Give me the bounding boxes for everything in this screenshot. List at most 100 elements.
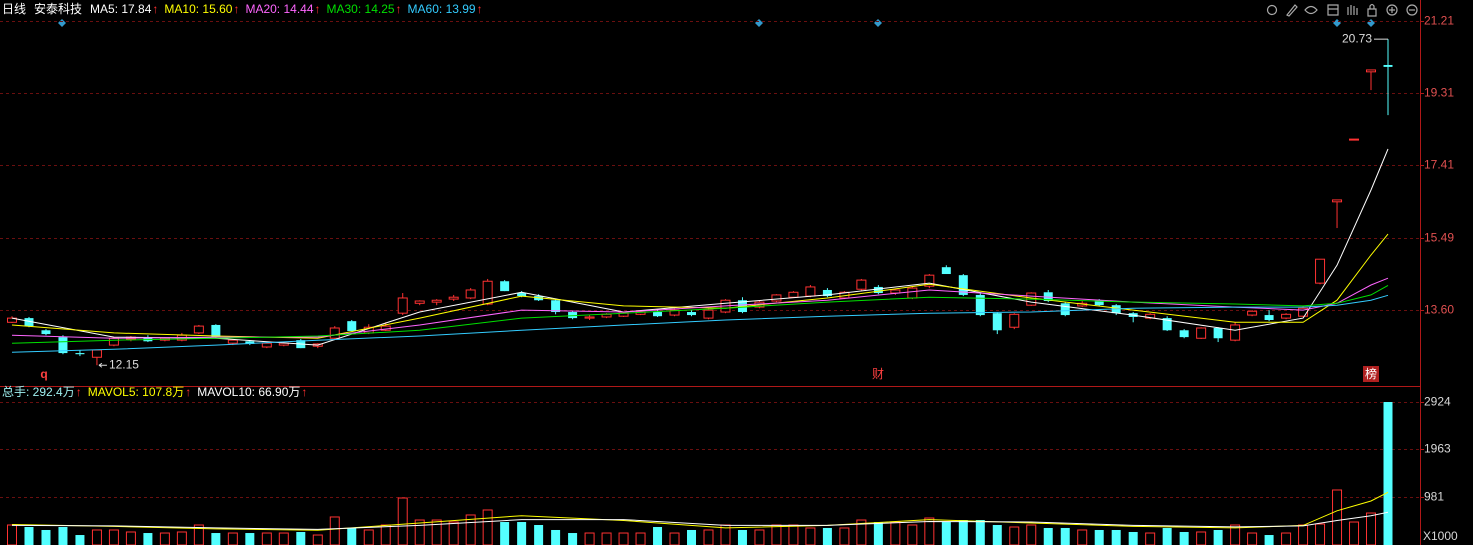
header-text: 安泰科技 bbox=[34, 1, 82, 16]
y-tick-label: 2924 bbox=[1424, 395, 1451, 409]
header-text: MA30: 14.25 bbox=[327, 2, 395, 16]
volume-bar bbox=[1315, 523, 1326, 545]
volume-bar bbox=[1247, 532, 1258, 545]
draw-icon[interactable] bbox=[1286, 4, 1298, 17]
volume-bar bbox=[1332, 489, 1343, 545]
volume-bar bbox=[176, 531, 187, 545]
candle-body bbox=[108, 337, 119, 346]
candle-body bbox=[907, 287, 918, 299]
volume-bar bbox=[465, 514, 476, 545]
volume-bar bbox=[669, 532, 680, 545]
volume-bar bbox=[58, 527, 68, 545]
candle-body bbox=[992, 313, 1002, 331]
candle-body bbox=[1315, 258, 1326, 284]
volume-bar bbox=[687, 529, 697, 545]
window-icon[interactable] bbox=[1327, 4, 1339, 16]
volume-bar bbox=[1009, 526, 1020, 545]
volume-bar bbox=[1094, 529, 1104, 545]
candle-body bbox=[245, 341, 255, 344]
volume-bar bbox=[1196, 531, 1207, 545]
volume-bar bbox=[1026, 524, 1037, 545]
ma-line bbox=[11, 148, 1389, 346]
volume-bar bbox=[635, 532, 646, 545]
volume-bar bbox=[75, 535, 85, 545]
view-icon[interactable] bbox=[1304, 5, 1318, 15]
candle-body bbox=[788, 291, 799, 298]
candle-body bbox=[1060, 303, 1070, 316]
volume-bar bbox=[822, 527, 832, 545]
zoom-out-icon[interactable] bbox=[1406, 4, 1418, 16]
volume-bar bbox=[482, 509, 493, 545]
volume-bar bbox=[227, 532, 238, 545]
zoom-in-icon[interactable] bbox=[1386, 4, 1398, 16]
candle-body bbox=[601, 313, 612, 318]
volume-bar bbox=[1298, 524, 1309, 545]
settings-icon[interactable] bbox=[1266, 4, 1278, 16]
volume-bar bbox=[737, 529, 747, 545]
header-text: ↑ bbox=[76, 385, 82, 399]
volume-bar bbox=[584, 532, 595, 545]
candle-body bbox=[448, 296, 459, 300]
candle-body bbox=[1162, 318, 1172, 331]
candle-body bbox=[551, 300, 561, 313]
volume-bar bbox=[992, 524, 1002, 545]
candle-body bbox=[669, 309, 680, 316]
volume-bar bbox=[805, 527, 816, 545]
y-tick-label: 13.60 bbox=[1424, 303, 1454, 317]
y-tick-label: 17.41 bbox=[1424, 158, 1454, 172]
volume-bar bbox=[347, 527, 357, 545]
candle-body bbox=[1094, 300, 1104, 306]
event-label[interactable]: q bbox=[40, 367, 47, 381]
candle-body bbox=[584, 316, 595, 319]
volume-bar bbox=[24, 527, 34, 545]
header-text: MAVOL10: 66.90万 bbox=[197, 385, 300, 399]
volume-bar bbox=[159, 532, 170, 545]
volume-bar bbox=[1230, 524, 1241, 545]
candle-body bbox=[91, 349, 102, 358]
candle-body bbox=[1332, 199, 1343, 203]
candle-body bbox=[482, 280, 493, 305]
candle-body bbox=[227, 339, 238, 344]
candle-body bbox=[211, 324, 221, 338]
y-tick-label: 15.49 bbox=[1424, 231, 1454, 245]
candle-body bbox=[924, 274, 935, 287]
y-tick-label: 19.31 bbox=[1424, 86, 1454, 100]
volume-bar bbox=[941, 522, 951, 545]
candle-body bbox=[856, 279, 867, 290]
candle-body bbox=[1383, 64, 1393, 67]
candle-body bbox=[24, 318, 34, 327]
candle-body bbox=[414, 300, 425, 304]
candle-body bbox=[1366, 69, 1377, 73]
candle-body bbox=[1213, 327, 1223, 339]
volume-bar bbox=[1264, 535, 1274, 545]
volume-bar bbox=[1213, 529, 1223, 545]
candle-body bbox=[500, 281, 510, 292]
candle-body bbox=[517, 293, 527, 297]
volume-bar bbox=[618, 532, 629, 545]
candle-body bbox=[1298, 307, 1309, 317]
event-label-bg bbox=[1363, 366, 1379, 382]
candle-body bbox=[941, 267, 951, 275]
lock-icon[interactable] bbox=[1367, 3, 1377, 17]
y-tick-label: 981 bbox=[1424, 490, 1444, 504]
volume-bar bbox=[1179, 531, 1189, 545]
candle-body bbox=[1230, 324, 1241, 341]
event-label[interactable]: 财 bbox=[872, 367, 884, 381]
candle-body bbox=[41, 330, 51, 335]
low-annotation: 12.15 bbox=[109, 357, 139, 371]
volume-bar bbox=[754, 529, 765, 545]
volume-bar bbox=[703, 529, 714, 545]
volume-bar bbox=[1128, 531, 1138, 545]
high-annotation: 20.73 bbox=[1342, 31, 1372, 45]
volume-bar bbox=[261, 532, 272, 545]
volume-bar bbox=[568, 533, 578, 545]
header-text: ↑ bbox=[301, 385, 307, 399]
candle-body bbox=[568, 312, 578, 319]
unit-label: X1000 bbox=[1423, 529, 1458, 543]
volume-bar bbox=[1162, 527, 1172, 545]
hand-icon[interactable] bbox=[1347, 5, 1358, 15]
volume-bar bbox=[1077, 529, 1088, 545]
candle-body bbox=[1196, 327, 1207, 339]
event-label[interactable]: 榜 bbox=[1365, 366, 1377, 381]
volume-bar bbox=[551, 529, 561, 545]
